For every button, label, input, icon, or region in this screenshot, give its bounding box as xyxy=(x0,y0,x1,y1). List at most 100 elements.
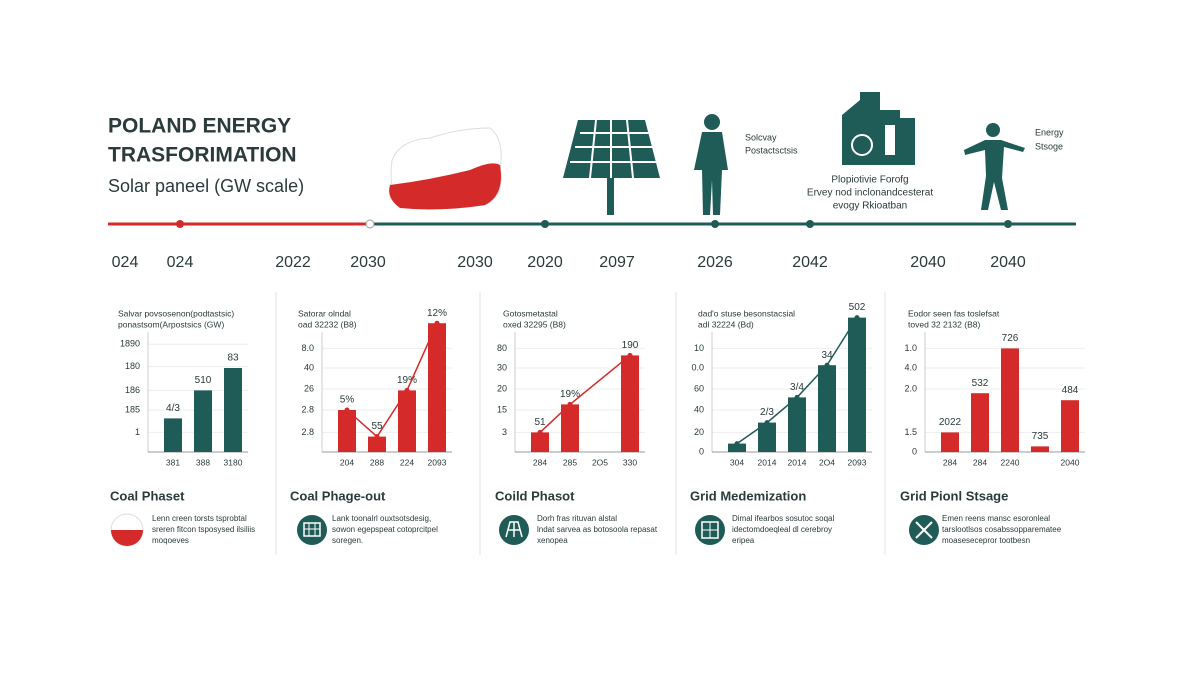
y-tick-label: 1.5 xyxy=(904,427,917,437)
building xyxy=(842,92,915,165)
chart-subtitle: oad 32232 (B8) xyxy=(298,319,357,329)
timeline-label: 024 xyxy=(167,254,194,271)
value-label: 5% xyxy=(340,395,355,406)
value-label: 502 xyxy=(849,302,866,313)
x-tick-label: 2093 xyxy=(848,457,867,467)
timeline-label: 2026 xyxy=(697,254,733,271)
y-tick-label: 30 xyxy=(497,362,507,372)
person xyxy=(964,123,1025,210)
chart-subtitle: Gotosmetastal xyxy=(503,308,558,318)
chart-subtitle: adl 32224 (Bd) xyxy=(698,319,754,329)
panel-description: soregen. xyxy=(332,536,363,545)
poland-map xyxy=(389,127,502,210)
bar xyxy=(788,397,806,452)
panel-description: lndat sarvea as botosoola repasat xyxy=(537,525,658,534)
x-tick-label: 304 xyxy=(730,457,744,467)
y-tick-label: 186 xyxy=(125,385,140,395)
x-tick-label: 2O5 xyxy=(592,457,608,467)
bar xyxy=(758,422,776,452)
person xyxy=(694,114,728,215)
bar xyxy=(561,404,579,452)
panel-description: Dimal ifearbos sosutoc soqal xyxy=(732,514,834,523)
timeline-labels: 024 024 2022 2030 2030 2020 2097 2026 2042 2040 20… xyxy=(112,254,1026,271)
icon xyxy=(297,515,327,545)
x-tick-label: 285 xyxy=(563,457,577,467)
separators xyxy=(275,292,886,555)
bar xyxy=(1031,446,1049,452)
y-tick-label: 3 xyxy=(502,427,507,437)
value-label: 2/3 xyxy=(760,407,774,418)
y-tick-label: 15 xyxy=(497,404,507,414)
icon xyxy=(695,515,725,545)
y-tick-label: 20 xyxy=(694,427,704,437)
timeline-label: 024 xyxy=(112,254,139,271)
value-label: 3/4 xyxy=(790,382,804,393)
x-tick-label: 2014 xyxy=(758,457,777,467)
chart-subtitle: ponastsom(Arpostsics (GW) xyxy=(118,319,224,329)
timeline-label: 2030 xyxy=(350,254,386,271)
panel-title: Grid Medemization xyxy=(690,488,806,503)
trend-dot xyxy=(734,441,740,447)
panel-description: xenopea xyxy=(537,536,568,545)
icon xyxy=(110,513,144,547)
annotation: Energy xyxy=(1035,127,1064,137)
annotation: evogy Rkioatban xyxy=(833,201,908,212)
trend-dot xyxy=(854,315,860,321)
x-tick-label: 2240 xyxy=(1001,457,1020,467)
panel-title: Coal Phage-out xyxy=(290,488,386,503)
x-tick-label: 381 xyxy=(166,457,180,467)
y-tick-label: 10 xyxy=(694,343,704,353)
panel-description: Lenn creen torsts tsprobtal xyxy=(152,514,247,523)
x-tick-label: 3180 xyxy=(224,457,243,467)
y-tick-label: 20 xyxy=(497,383,507,393)
bar xyxy=(941,432,959,452)
bar xyxy=(621,355,639,452)
chart-subtitle: toved 32 2132 (B8) xyxy=(908,319,980,329)
bar xyxy=(338,410,356,452)
value-label: 735 xyxy=(1032,431,1049,442)
y-tick-label: 4.0 xyxy=(904,362,917,372)
y-tick-label: 2.8 xyxy=(301,427,314,437)
x-tick-label: 2093 xyxy=(428,457,447,467)
y-tick-label: 80 xyxy=(497,343,507,353)
value-label: 532 xyxy=(972,378,989,389)
panel-description: Dorh fras rituvan alstal xyxy=(537,514,617,523)
solar-panel xyxy=(563,119,660,215)
y-tick-label: 2.8 xyxy=(301,404,314,414)
value-label: 510 xyxy=(195,375,212,386)
x-tick-label: 284 xyxy=(943,457,957,467)
timeline-label: 2040 xyxy=(910,254,946,271)
chart-subtitle: Eodor seen fas toslefsat xyxy=(908,308,1000,318)
chart-subtitle: Salvar povsosenon(podtastsic) xyxy=(118,308,234,318)
icon xyxy=(909,515,939,545)
panel-title: Coild Phasot xyxy=(495,488,575,503)
chart-subtitle: dad'o stuse besonstacsial xyxy=(698,308,795,318)
value-label: 19% xyxy=(560,389,580,400)
panel-description: idectomdoeqleal dl cerebroy xyxy=(732,525,832,534)
annotation: Solcvay xyxy=(745,132,777,142)
panel-description: Lank toonalrl ouxtsotsdesig, xyxy=(332,514,431,523)
value-label: 55 xyxy=(371,421,383,432)
trend-dot xyxy=(567,401,573,407)
trend-dot xyxy=(374,434,380,440)
bar xyxy=(398,390,416,452)
y-tick-label: 0 xyxy=(912,446,917,456)
panel-description: tarslootlsos cosabssopparematee xyxy=(942,525,1062,534)
chart-subtitle: Satorar olndal xyxy=(298,308,351,318)
title-line: POLAND ENERGY xyxy=(108,115,291,138)
y-tick-label: 0.0 xyxy=(691,362,704,372)
timeline-label: 2097 xyxy=(599,254,635,271)
panel-description: moasesecepror tootbesn xyxy=(942,536,1030,545)
trend-dot xyxy=(344,407,350,413)
bar xyxy=(531,432,549,452)
chart-subtitle: oxed 32295 (B8) xyxy=(503,319,566,329)
annotation: Stsoge xyxy=(1035,141,1063,151)
x-tick-label: 204 xyxy=(340,457,354,467)
y-tick-label: 180 xyxy=(125,361,140,371)
panels: Salvar povsosenon(podtastsic)ponastsom(A… xyxy=(110,302,1085,545)
annotation: Plopiotivie Forofg xyxy=(831,175,908,186)
value-label: 2022 xyxy=(939,417,962,428)
panel-title: Coal Phaset xyxy=(110,488,185,503)
y-tick-label: 1890 xyxy=(120,339,140,349)
